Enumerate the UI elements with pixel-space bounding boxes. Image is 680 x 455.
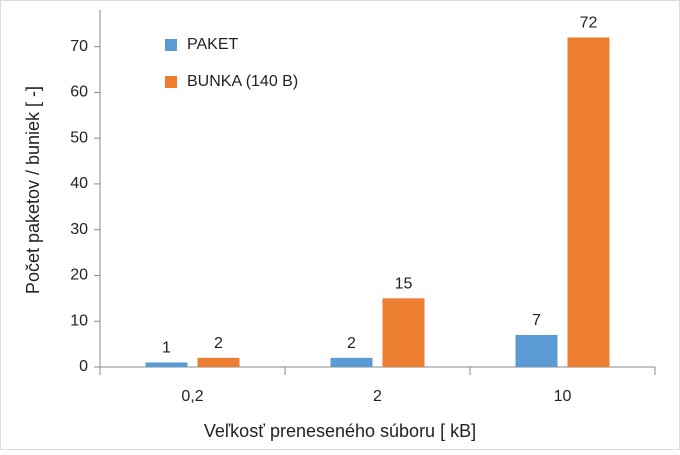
value-label: 2 bbox=[214, 335, 223, 352]
y-tick-label: 50 bbox=[70, 129, 88, 146]
x-axis-title: Veľkosť preneseného súboru [ kB] bbox=[204, 421, 476, 441]
y-tick-label: 0 bbox=[79, 358, 88, 375]
y-tick-label: 70 bbox=[70, 38, 88, 55]
x-tick-label: 2 bbox=[373, 388, 382, 405]
x-tick-label: 0,2 bbox=[181, 388, 203, 405]
value-label: 15 bbox=[395, 276, 413, 293]
bar bbox=[197, 357, 240, 367]
value-label: 2 bbox=[347, 335, 356, 352]
value-label: 7 bbox=[532, 312, 541, 329]
value-label: 1 bbox=[162, 340, 171, 357]
y-tick-label: 10 bbox=[70, 312, 88, 329]
legend-label: BUNKA (140 B) bbox=[187, 73, 298, 90]
value-label: 72 bbox=[580, 15, 598, 32]
bar bbox=[382, 298, 425, 367]
y-tick-label: 60 bbox=[70, 84, 88, 101]
y-tick-label: 30 bbox=[70, 221, 88, 238]
y-tick-label: 40 bbox=[70, 175, 88, 192]
x-tick-label: 10 bbox=[554, 388, 572, 405]
y-axis-title: Počet paketov / buniek [ -] bbox=[23, 86, 43, 294]
bar bbox=[567, 37, 610, 367]
legend-label: PAKET bbox=[187, 36, 239, 53]
bar bbox=[145, 362, 188, 367]
legend-swatch bbox=[165, 39, 177, 51]
bar bbox=[330, 357, 373, 367]
y-tick-label: 20 bbox=[70, 267, 88, 284]
legend-swatch bbox=[165, 76, 177, 88]
bar bbox=[515, 334, 558, 367]
